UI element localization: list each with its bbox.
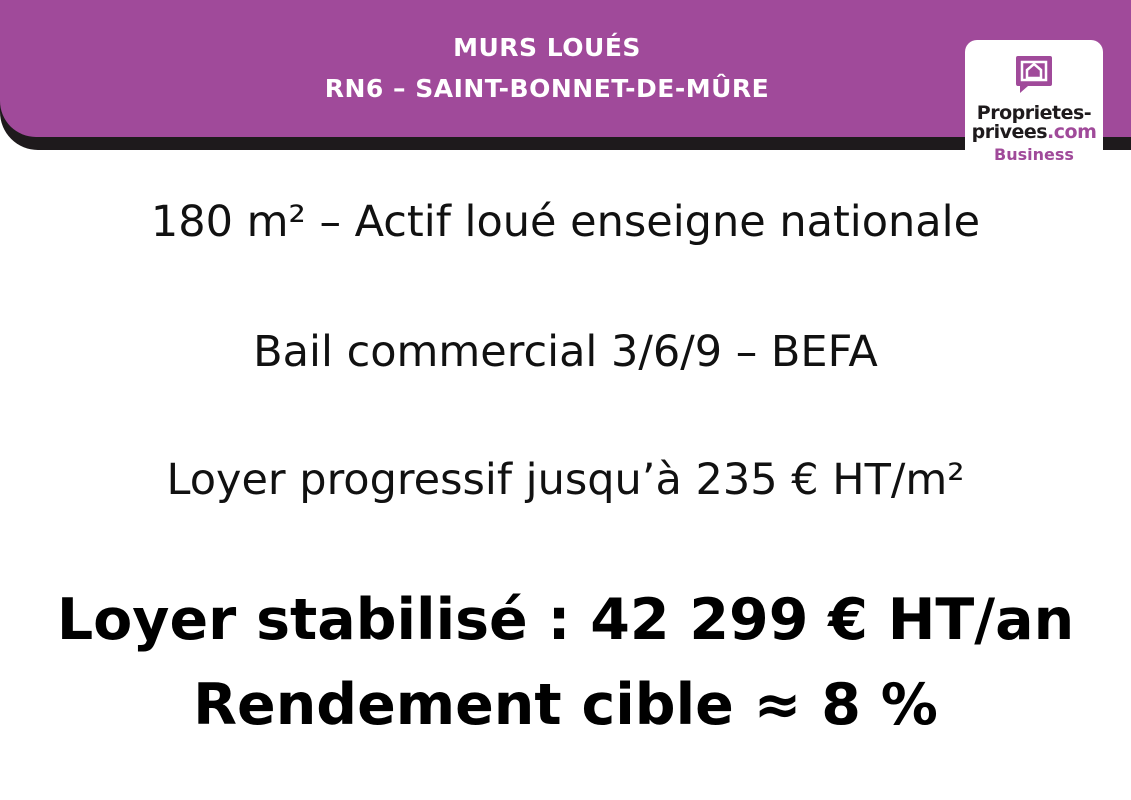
brand-logo: Proprietes- privees.com Business: [965, 40, 1103, 170]
highlight-rent: Loyer stabilisé : 42 299 € HT/an: [56, 587, 1075, 653]
detail-surface: 180 m² – Actif loué enseigne nationale: [150, 197, 981, 247]
logo-text-privees: privees: [971, 121, 1048, 143]
logo-text-line1: Proprietes-: [976, 102, 1092, 124]
header-banner: MURS LOUÉS RN6 – SAINT-BONNET-DE-MÛRE: [0, 0, 1131, 137]
highlight-yield: Rendement cible ≈ 8 %: [193, 672, 938, 738]
detail-rent: Loyer progressif jusqu’à 235 € HT/m²: [166, 455, 965, 505]
house-speech-bubble-icon: [1016, 56, 1052, 93]
logo-text-business: Business: [994, 145, 1074, 164]
header-subtitle: RN6 – SAINT-BONNET-DE-MÛRE: [324, 74, 770, 103]
logo-text-com: .com: [1047, 121, 1097, 143]
logo-text-line2: privees.com: [965, 123, 1103, 142]
header-title: MURS LOUÉS: [453, 33, 641, 62]
detail-lease: Bail commercial 3/6/9 – BEFA: [253, 327, 878, 377]
